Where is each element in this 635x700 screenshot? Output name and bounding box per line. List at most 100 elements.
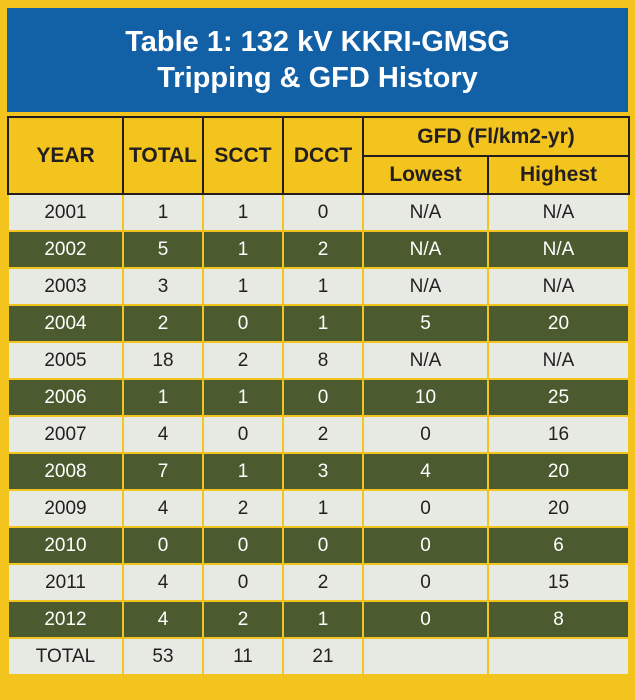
cell-gfd-highest: 16	[487, 415, 630, 454]
cell-gfd-highest: 8	[487, 600, 630, 639]
cell-total: 4	[122, 415, 204, 454]
table-row: 2012 4 2 1 0 8	[7, 600, 630, 639]
table-row: 2008 7 1 3 4 20	[7, 452, 630, 491]
cell-total: 18	[122, 341, 204, 380]
header-lowest: Lowest	[362, 155, 489, 195]
cell-total: 1	[122, 378, 204, 417]
cell-gfd-highest: 6	[487, 526, 630, 565]
cell-gfd-lowest: N/A	[362, 193, 489, 232]
cell-scct: 2	[202, 600, 284, 639]
header-dcct: DCCT	[282, 116, 364, 195]
table-row: 2001 1 1 0 N/A N/A	[7, 193, 630, 232]
cell-scct: 1	[202, 193, 284, 232]
tripping-table: YEAR TOTAL SCCT DCCT GFD (Fl/km2-yr) Low…	[7, 116, 630, 676]
cell-year: 2007	[7, 415, 124, 454]
cell-scct: 0	[202, 304, 284, 343]
cell-dcct: 0	[282, 526, 364, 565]
cell-total: 4	[122, 489, 204, 528]
cell-dcct: 0	[282, 378, 364, 417]
cell-gfd-lowest: N/A	[362, 341, 489, 380]
cell-year: 2006	[7, 378, 124, 417]
cell-gfd-lowest: N/A	[362, 230, 489, 269]
cell-scct: 2	[202, 489, 284, 528]
cell-scct: 2	[202, 341, 284, 380]
cell-total: 3	[122, 267, 204, 306]
cell-scct: 1	[202, 452, 284, 491]
cell-dcct: 8	[282, 341, 364, 380]
table-body: 2001 1 1 0 N/A N/A 2002 5 1 2 N/A N/A 2003 3 1 1 N/A N/A 2…	[7, 193, 630, 676]
table-title: Table 1: 132 kV KKRI-GMSG Tripping & GFD…	[7, 8, 628, 112]
cell-gfd-highest: 15	[487, 563, 630, 602]
cell-year: 2009	[7, 489, 124, 528]
title-line-2: Tripping & GFD History	[157, 62, 478, 94]
title-line-1: Table 1: 132 kV KKRI-GMSG	[125, 26, 510, 58]
cell-gfd-highest: N/A	[487, 341, 630, 380]
cell-year: 2008	[7, 452, 124, 491]
header-scct: SCCT	[202, 116, 284, 195]
total-year: TOTAL	[7, 637, 124, 676]
cell-year: 2003	[7, 267, 124, 306]
cell-dcct: 1	[282, 489, 364, 528]
table-row: 2010 0 0 0 0 6	[7, 526, 630, 565]
cell-scct: 0	[202, 563, 284, 602]
cell-year: 2005	[7, 341, 124, 380]
cell-year: 2002	[7, 230, 124, 269]
cell-gfd-highest: 20	[487, 304, 630, 343]
cell-total: 7	[122, 452, 204, 491]
cell-gfd-lowest: N/A	[362, 267, 489, 306]
header-gfd: GFD (Fl/km2-yr)	[362, 116, 630, 157]
total-total: 53	[122, 637, 204, 676]
cell-dcct: 1	[282, 600, 364, 639]
cell-gfd-lowest: 0	[362, 563, 489, 602]
cell-gfd-lowest: 0	[362, 415, 489, 454]
cell-year: 2004	[7, 304, 124, 343]
cell-gfd-highest: N/A	[487, 267, 630, 306]
cell-dcct: 0	[282, 193, 364, 232]
cell-gfd-lowest: 4	[362, 452, 489, 491]
cell-gfd-lowest: 0	[362, 600, 489, 639]
header-highest: Highest	[487, 155, 630, 195]
total-dcct: 21	[282, 637, 364, 676]
cell-year: 2010	[7, 526, 124, 565]
cell-year: 2001	[7, 193, 124, 232]
cell-total: 5	[122, 230, 204, 269]
table-row: 2011 4 0 2 0 15	[7, 563, 630, 602]
table-row: 2004 2 0 1 5 20	[7, 304, 630, 343]
cell-gfd-highest: N/A	[487, 230, 630, 269]
table-row: 2003 3 1 1 N/A N/A	[7, 267, 630, 306]
cell-dcct: 2	[282, 415, 364, 454]
cell-scct: 0	[202, 526, 284, 565]
cell-dcct: 3	[282, 452, 364, 491]
cell-dcct: 1	[282, 267, 364, 306]
table-row: 2007 4 0 2 0 16	[7, 415, 630, 454]
cell-gfd-lowest: 0	[362, 526, 489, 565]
table-row: 2009 4 2 1 0 20	[7, 489, 630, 528]
cell-gfd-lowest: 10	[362, 378, 489, 417]
cell-scct: 1	[202, 267, 284, 306]
cell-year: 2011	[7, 563, 124, 602]
header-total: TOTAL	[122, 116, 204, 195]
cell-gfd-highest: 20	[487, 489, 630, 528]
cell-scct: 0	[202, 415, 284, 454]
cell-gfd-highest: N/A	[487, 193, 630, 232]
table-row: 2002 5 1 2 N/A N/A	[7, 230, 630, 269]
cell-scct: 1	[202, 230, 284, 269]
cell-scct: 1	[202, 378, 284, 417]
total-gfd-lowest	[362, 637, 489, 676]
cell-gfd-lowest: 5	[362, 304, 489, 343]
cell-total: 4	[122, 600, 204, 639]
header-year: YEAR	[7, 116, 124, 195]
cell-total: 0	[122, 526, 204, 565]
total-gfd-highest	[487, 637, 630, 676]
table-row: 2006 1 1 0 10 25	[7, 378, 630, 417]
cell-year: 2012	[7, 600, 124, 639]
cell-dcct: 2	[282, 563, 364, 602]
cell-gfd-highest: 20	[487, 452, 630, 491]
cell-dcct: 1	[282, 304, 364, 343]
cell-gfd-highest: 25	[487, 378, 630, 417]
total-row: TOTAL 53 11 21	[7, 637, 630, 676]
cell-dcct: 2	[282, 230, 364, 269]
cell-total: 4	[122, 563, 204, 602]
table-row: 2005 18 2 8 N/A N/A	[7, 341, 630, 380]
